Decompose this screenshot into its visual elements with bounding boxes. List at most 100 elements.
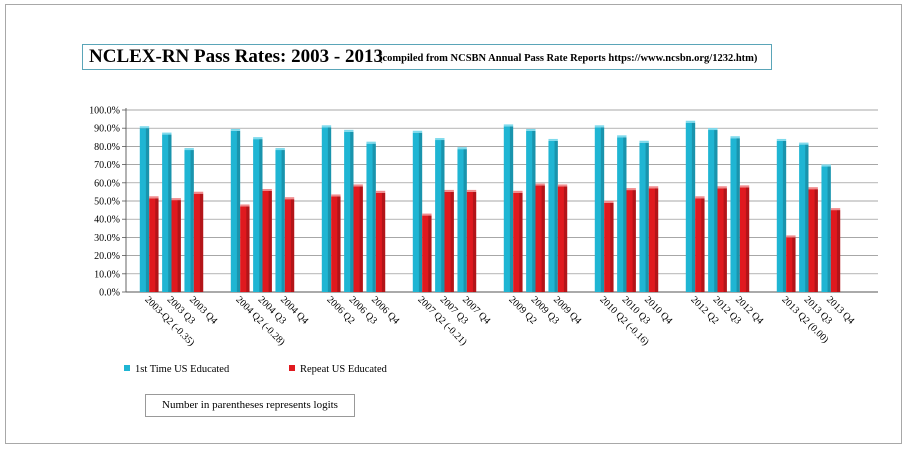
bar-repeat xyxy=(695,198,705,292)
bar-top-1st-time xyxy=(776,138,787,141)
bar-repeat xyxy=(626,190,636,292)
bar-top-repeat xyxy=(695,196,705,199)
chart-title-box: NCLEX-RN Pass Rates: 2003 - 2013 (compil… xyxy=(82,44,772,70)
legend-label-repeat: Repeat US Educated xyxy=(300,364,387,375)
y-tick-label: 50.0% xyxy=(94,197,120,208)
bar-repeat xyxy=(466,191,477,292)
bar-top-1st-time xyxy=(412,130,423,133)
bar-shade-1st-time xyxy=(145,128,150,292)
bar-top-1st-time xyxy=(685,120,696,123)
bar-repeat xyxy=(353,186,363,292)
bar-1st-time xyxy=(594,127,605,292)
bar-repeat xyxy=(513,192,523,292)
bar-top-1st-time xyxy=(617,135,627,138)
bar-repeat xyxy=(193,193,204,292)
bar-shade-1st-time xyxy=(372,143,376,292)
bar-shade-repeat xyxy=(246,206,250,292)
bar-shade-1st-time xyxy=(736,138,740,292)
bar-top-repeat xyxy=(444,189,454,192)
bar-top-repeat xyxy=(513,190,523,193)
bar-repeat xyxy=(786,237,796,292)
bar-1st-time xyxy=(708,130,718,292)
bar-repeat xyxy=(331,196,341,292)
bar-repeat xyxy=(830,210,841,292)
bar-shade-1st-time xyxy=(350,131,354,292)
bar-repeat xyxy=(375,192,386,292)
bar-shade-repeat xyxy=(450,191,454,292)
bar-shade-repeat xyxy=(268,190,272,292)
y-tick-label: 80.0% xyxy=(94,142,120,153)
bar-shade-1st-time xyxy=(827,166,831,292)
bar-shade-repeat xyxy=(290,199,295,292)
bar-shade-repeat xyxy=(199,193,204,292)
bar-shade-1st-time xyxy=(554,140,558,292)
bar-top-repeat xyxy=(284,197,295,200)
bar-1st-time xyxy=(617,137,627,292)
bar-top-repeat xyxy=(786,235,796,238)
bar-top-1st-time xyxy=(435,138,445,141)
bar-shade-1st-time xyxy=(418,132,423,292)
bar-1st-time xyxy=(321,127,332,292)
bar-top-1st-time xyxy=(457,147,467,150)
bar-top-1st-time xyxy=(548,138,558,141)
bar-top-repeat xyxy=(422,213,432,216)
bar-top-repeat xyxy=(739,185,750,188)
bar-shade-1st-time xyxy=(259,139,263,292)
bar-shade-1st-time xyxy=(441,140,445,292)
bar-shade-repeat xyxy=(745,187,750,292)
bar-1st-time xyxy=(344,131,354,292)
bar-top-1st-time xyxy=(730,136,740,139)
bar-top-1st-time xyxy=(799,142,809,145)
bar-top-repeat xyxy=(648,186,659,189)
bar-top-1st-time xyxy=(821,164,831,167)
bar-1st-time xyxy=(253,139,263,292)
bar-shade-1st-time xyxy=(645,142,649,292)
bar-repeat xyxy=(171,200,181,292)
y-tick-label: 70.0% xyxy=(94,160,120,171)
bar-1st-time xyxy=(162,134,172,292)
bar-top-1st-time xyxy=(253,137,263,140)
bar-shade-1st-time xyxy=(782,140,787,292)
bar-1st-time xyxy=(548,140,558,292)
bar-top-repeat xyxy=(535,183,545,186)
bar-top-1st-time xyxy=(162,132,172,135)
bar-repeat xyxy=(717,188,727,292)
bar-top-repeat xyxy=(808,187,818,190)
bar-top-1st-time xyxy=(639,140,649,143)
bar-repeat xyxy=(422,215,432,292)
bar-repeat xyxy=(149,198,159,292)
bar-shade-repeat xyxy=(632,190,636,292)
bar-top-1st-time xyxy=(344,129,354,132)
bar-shade-repeat xyxy=(610,202,614,292)
bar-top-1st-time xyxy=(321,125,332,128)
y-tick-label: 60.0% xyxy=(94,178,120,189)
bar-top-repeat xyxy=(375,190,386,193)
y-tick-label: 10.0% xyxy=(94,269,120,280)
bar-1st-time xyxy=(526,130,536,292)
bar-shade-1st-time xyxy=(190,150,194,292)
bar-top-repeat xyxy=(626,188,636,191)
y-tick-label: 90.0% xyxy=(94,124,120,135)
bar-shade-repeat xyxy=(814,189,818,292)
bar-shade-1st-time xyxy=(691,122,696,293)
y-tick-label: 20.0% xyxy=(94,251,120,262)
bar-shade-1st-time xyxy=(463,149,467,292)
chart-subtitle: (compiled from NCSBN Annual Pass Rate Re… xyxy=(379,53,758,64)
bar-top-1st-time xyxy=(230,128,241,131)
bar-shade-1st-time xyxy=(327,127,332,292)
bar-1st-time xyxy=(503,126,514,292)
bar-1st-time xyxy=(821,166,831,292)
y-tick-label: 30.0% xyxy=(94,233,120,244)
bar-1st-time xyxy=(776,140,787,292)
bar-1st-time xyxy=(435,140,445,292)
bar-shade-repeat xyxy=(359,186,363,292)
bar-repeat xyxy=(262,190,272,292)
logits-note: Number in parentheses represents logits xyxy=(145,394,355,417)
bar-1st-time xyxy=(412,132,423,292)
bar-shade-repeat xyxy=(177,200,181,292)
bar-1st-time xyxy=(799,144,809,292)
legend-swatch-repeat xyxy=(289,365,295,371)
bar-shade-repeat xyxy=(723,188,727,292)
legend-swatch-1st-time xyxy=(124,365,130,371)
